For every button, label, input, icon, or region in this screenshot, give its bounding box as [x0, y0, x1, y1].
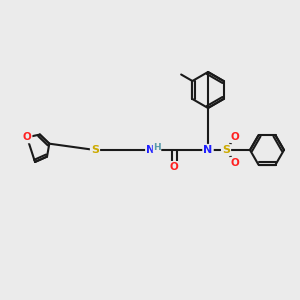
Text: S: S [222, 145, 230, 155]
Text: O: O [231, 158, 239, 168]
Text: O: O [22, 132, 32, 142]
Text: N: N [203, 145, 213, 155]
Text: O: O [169, 162, 178, 172]
Text: H: H [153, 143, 161, 152]
Text: N: N [146, 145, 154, 155]
Text: S: S [91, 145, 99, 155]
Text: O: O [231, 132, 239, 142]
